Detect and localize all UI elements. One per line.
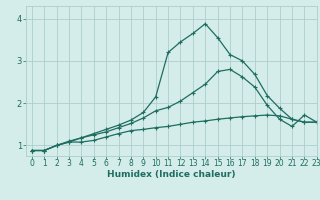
X-axis label: Humidex (Indice chaleur): Humidex (Indice chaleur): [107, 170, 236, 179]
